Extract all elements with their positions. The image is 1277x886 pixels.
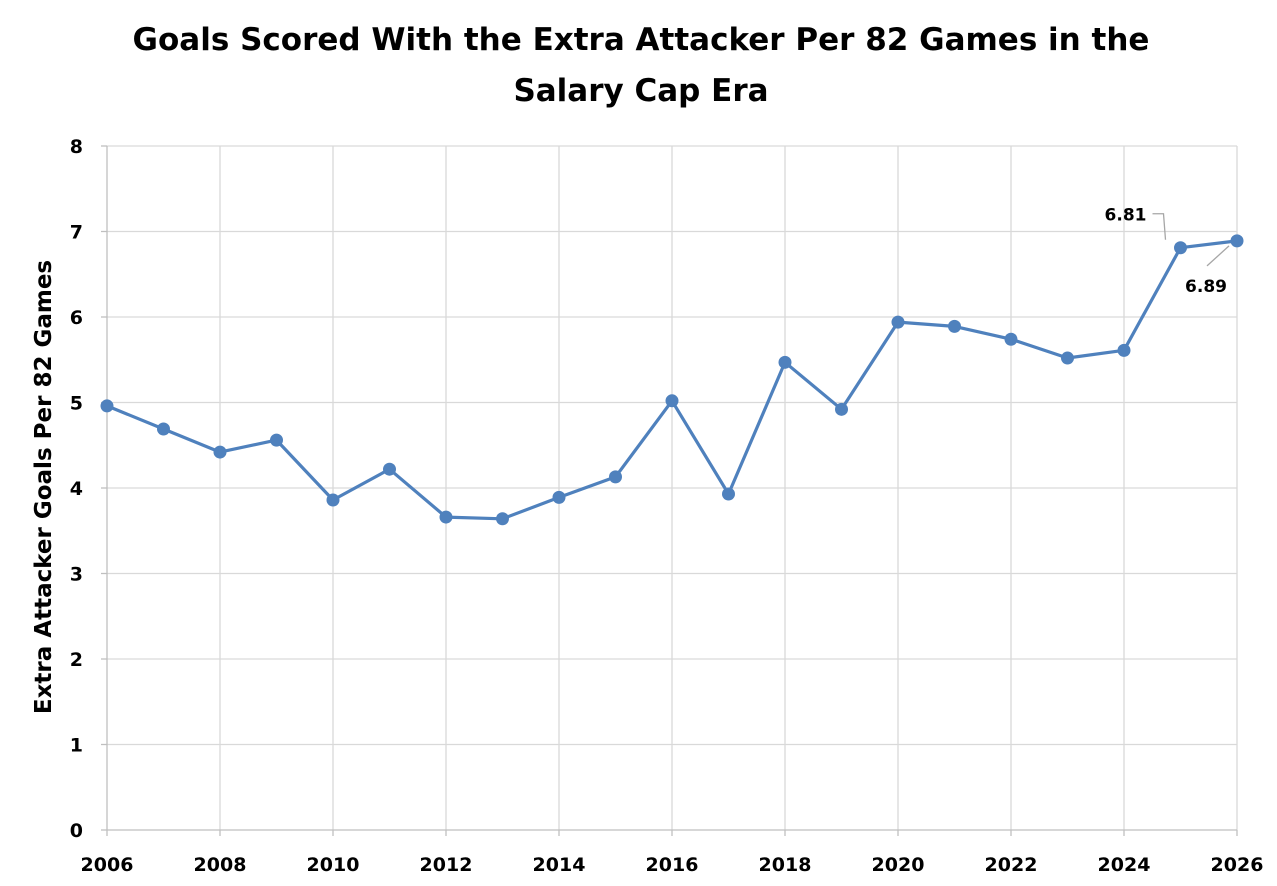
y-tick-label: 1	[70, 735, 83, 757]
gridlines	[107, 145, 1238, 830]
chart-title-line-1: Goals Scored With the Extra Attacker Per…	[133, 22, 1150, 58]
data-label: 6.89	[1185, 277, 1227, 297]
leader-line	[1206, 245, 1230, 267]
x-tick-label: 2010	[307, 854, 360, 876]
y-tick-label: 0	[70, 820, 83, 842]
data-labels: 6.81 6.89	[1105, 206, 1230, 297]
y-tick-label: 7	[70, 222, 83, 244]
axes	[101, 145, 1238, 836]
data-point	[948, 319, 961, 333]
y-tick-label: 8	[70, 136, 83, 158]
x-tick-label: 2014	[533, 854, 586, 876]
data-point	[609, 470, 622, 484]
data-point	[439, 510, 453, 524]
x-tick-label: 2026	[1211, 854, 1264, 876]
x-tick-label: 2016	[646, 854, 699, 876]
data-point	[1004, 332, 1018, 346]
data-point	[100, 399, 114, 413]
y-tick-label: 5	[70, 393, 83, 415]
x-tick-label: 2008	[194, 854, 247, 876]
data-point	[778, 355, 792, 369]
tick-labels: 0 1 2 3 4 5 6 7 8 2006 2008 2010 2012 2014 2016 2018 202…	[70, 136, 1264, 876]
chart-title-line-2: Salary Cap Era	[513, 73, 768, 109]
data-point	[722, 487, 735, 501]
x-tick-label: 2024	[1098, 854, 1151, 876]
data-point	[270, 433, 283, 447]
x-tick-label: 2018	[759, 854, 812, 876]
data-point	[552, 490, 566, 504]
x-tick-label: 2012	[420, 854, 473, 876]
leader-line	[1152, 213, 1167, 240]
data-series	[100, 234, 1244, 526]
data-point	[326, 493, 340, 507]
data-label: 6.81	[1105, 206, 1147, 226]
data-point	[1174, 241, 1187, 255]
y-tick-label: 6	[70, 307, 83, 329]
data-point	[157, 422, 170, 436]
y-tick-label: 3	[70, 564, 83, 586]
data-point	[1061, 351, 1074, 365]
data-point	[496, 512, 509, 526]
y-tick-label: 4	[70, 478, 83, 500]
data-point	[213, 445, 227, 459]
data-point	[383, 462, 396, 476]
data-point	[835, 402, 848, 416]
y-tick-label: 2	[70, 649, 83, 671]
data-point	[1230, 234, 1244, 248]
x-tick-label: 2022	[985, 854, 1038, 876]
data-point	[665, 394, 679, 408]
y-axis-label: Extra Attacker Goals Per 82 Games	[31, 260, 57, 714]
x-tick-label: 2006	[81, 854, 134, 876]
data-point	[891, 315, 905, 329]
x-tick-label: 2020	[872, 854, 925, 876]
data-point	[1117, 343, 1131, 357]
